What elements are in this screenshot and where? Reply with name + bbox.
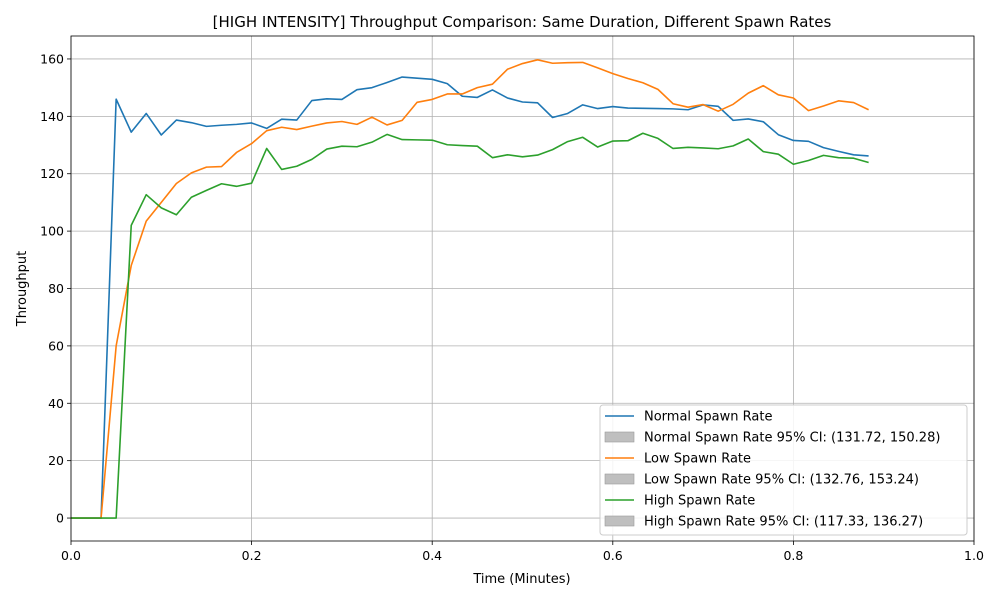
chart-title: [HIGH INTENSITY] Throughput Comparison: … xyxy=(213,13,832,31)
y-tick-label: 0 xyxy=(56,511,64,526)
y-tick-label: 80 xyxy=(48,281,64,296)
y-tick-label: 160 xyxy=(40,51,64,66)
x-tick-label: 0.2 xyxy=(242,548,262,563)
series-lines xyxy=(71,59,869,519)
legend-patch-swatch xyxy=(604,515,635,527)
y-tick-label: 120 xyxy=(40,166,64,181)
legend-box xyxy=(599,404,968,536)
y-axis-label: Throughput xyxy=(15,251,30,328)
x-tick-label: 0.8 xyxy=(783,548,803,563)
legend-label: Low Spawn Rate 95% CI: (132.76, 153.24) xyxy=(644,473,919,488)
legend-patch-swatch xyxy=(604,473,635,485)
y-axis-ticks: 0 20 40 60 80 100 120 140 160 xyxy=(40,51,71,526)
legend: Normal Spawn Rate Normal Spawn Rate 95% C… xyxy=(599,404,968,536)
x-tick-label: 0.6 xyxy=(603,548,623,563)
normal-spawn-rateline-line xyxy=(71,76,869,519)
y-tick-label: 100 xyxy=(40,224,64,239)
x-axis-label: Time (Minutes) xyxy=(472,572,570,587)
y-tick-label: 140 xyxy=(40,109,64,124)
low-spawn-rateline-line xyxy=(71,59,869,519)
y-tick-label: 20 xyxy=(48,453,64,468)
legend-label: Normal Spawn Rate xyxy=(644,410,772,425)
y-tick-label: 60 xyxy=(48,338,64,353)
x-axis-ticks: 0.0 0.2 0.4 0.6 0.8 1.0 xyxy=(61,541,984,563)
legend-label: High Spawn Rate xyxy=(644,494,755,509)
x-tick-label: 0.0 xyxy=(61,548,81,563)
legend-label: Low Spawn Rate xyxy=(644,452,751,467)
legend-label: High Spawn Rate 95% CI: (117.33, 136.27) xyxy=(644,515,923,530)
x-tick-label: 1.0 xyxy=(964,548,984,563)
x-tick-label: 0.4 xyxy=(422,548,442,563)
high-spawn-rateline-line xyxy=(71,132,869,519)
legend-label: Normal Spawn Rate 95% CI: (131.72, 150.2… xyxy=(644,431,940,446)
grid-lines xyxy=(70,36,975,541)
legend-patch-swatch xyxy=(604,431,635,443)
y-tick-label: 40 xyxy=(48,396,64,411)
